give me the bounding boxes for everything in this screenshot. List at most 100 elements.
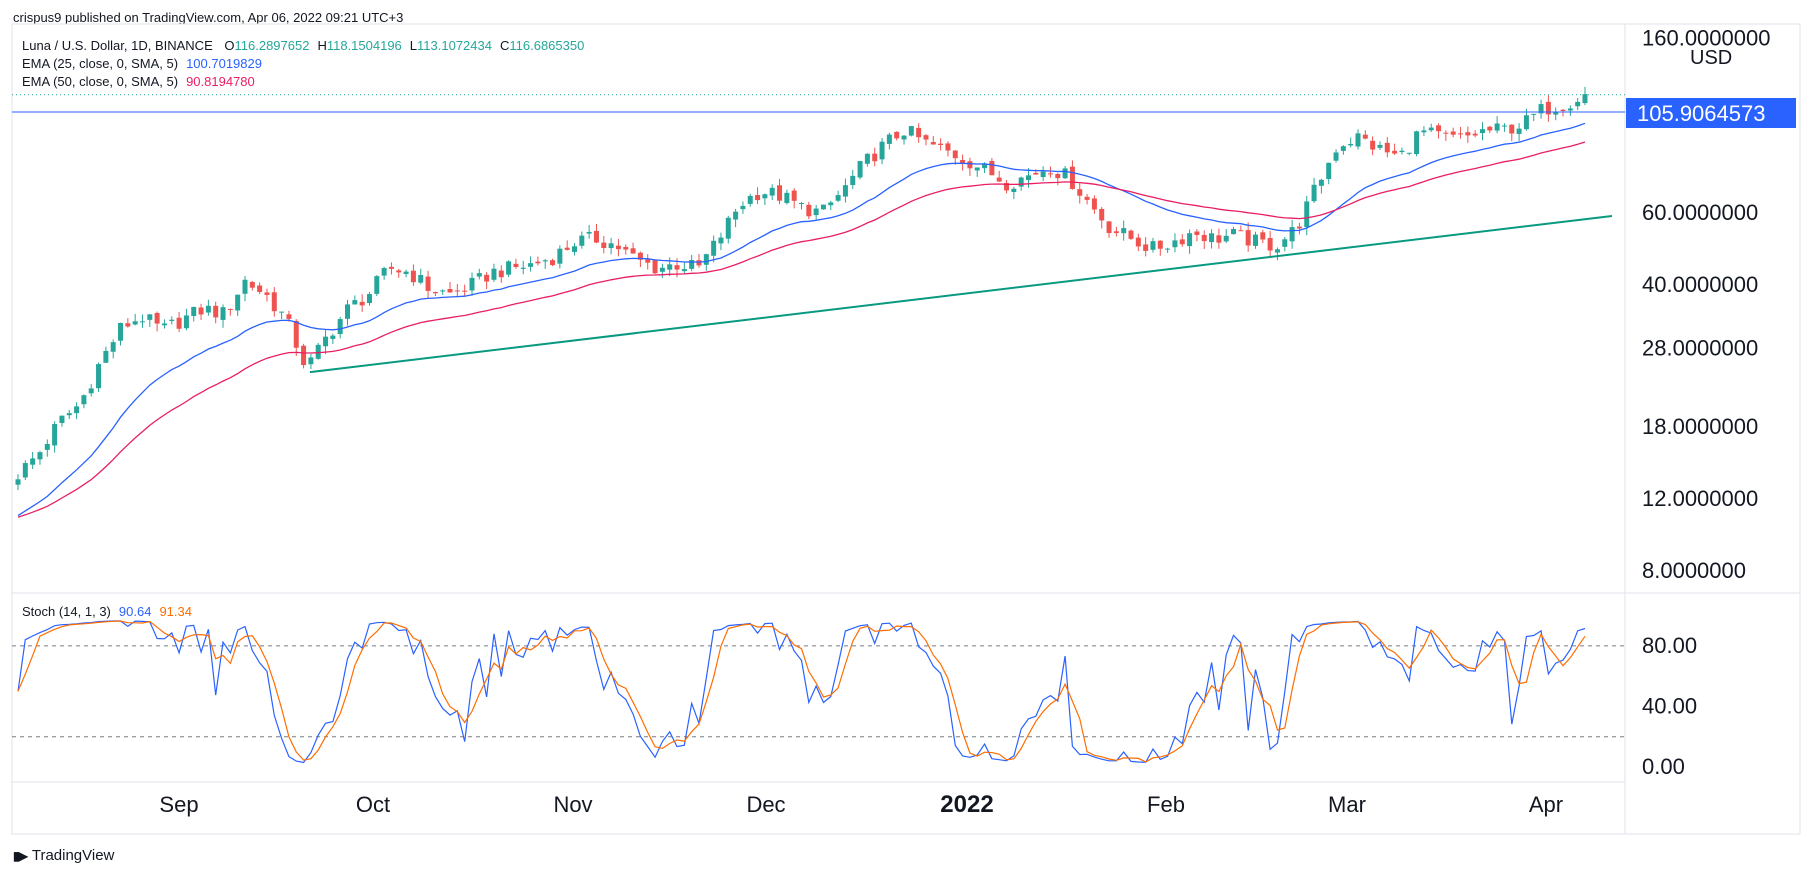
last-price-label: 105.9064573 — [1637, 101, 1765, 126]
candle-body — [454, 290, 460, 292]
candle-body — [550, 260, 556, 266]
stoch-k-value: 90.64 — [118, 604, 152, 619]
candle-body — [110, 342, 116, 352]
candle-body — [784, 192, 790, 204]
candle-body — [923, 135, 929, 140]
overlays-layer — [12, 94, 1625, 518]
candle-body — [652, 260, 658, 274]
candle-body — [264, 292, 270, 295]
stoch-tick-label: 80.00 — [1642, 633, 1697, 658]
candle-body — [1150, 241, 1156, 250]
candle-body — [886, 134, 892, 144]
candle-body — [542, 260, 548, 262]
candle-body — [1494, 123, 1500, 131]
candle-body — [30, 458, 36, 465]
candle-body — [1084, 196, 1090, 200]
candle-body — [952, 150, 958, 159]
candle-body — [183, 315, 189, 329]
candle-body — [564, 247, 570, 250]
candle-body — [1011, 188, 1017, 193]
time-tick-label: 2022 — [940, 791, 993, 818]
candle-body — [352, 300, 358, 305]
ema50-value: 90.8194780 — [186, 74, 255, 89]
candle-body — [1040, 171, 1046, 178]
time-tick-label: Apr — [1529, 792, 1563, 817]
candle-body — [147, 314, 153, 320]
candle-body — [440, 290, 446, 292]
candle-body — [1362, 134, 1368, 139]
candle-body — [681, 269, 687, 272]
candle-body — [220, 307, 226, 320]
candle-body — [425, 276, 431, 291]
candle-body — [1304, 201, 1310, 228]
candle-body — [1282, 239, 1288, 247]
candle-body — [293, 320, 299, 348]
candle-body — [1077, 189, 1083, 196]
candle-body — [1069, 166, 1075, 189]
stoch-k-line — [17, 620, 1586, 764]
candle-body — [323, 336, 329, 347]
candle-body — [850, 175, 856, 186]
candle-body — [989, 160, 995, 176]
candle-body — [1274, 249, 1280, 253]
candle-body — [1523, 115, 1529, 130]
candle-body — [1179, 239, 1185, 245]
candle-body — [374, 276, 380, 294]
candle-body — [1458, 133, 1464, 135]
time-axis: Sep Oct Nov Dec 2022 Feb Mar Apr — [159, 791, 1563, 818]
ohlc-values: O116.2897652 H118.1504196 L113.1072434 C116… — [224, 38, 592, 53]
stoch-label: Stoch (14, 1, 3) — [22, 604, 111, 619]
time-tick-label: Feb — [1147, 792, 1185, 817]
candle-body — [227, 308, 233, 310]
candle-body — [630, 248, 636, 254]
candle-body — [637, 252, 643, 260]
candle-body — [791, 190, 797, 201]
candle-body — [1538, 104, 1544, 114]
candle-body — [1245, 230, 1251, 246]
candle-body — [615, 245, 621, 250]
candle-body — [908, 126, 914, 136]
candle-body — [81, 395, 87, 405]
candle-body — [1209, 233, 1215, 243]
time-tick-label: Oct — [356, 792, 390, 817]
candle-body — [1348, 143, 1354, 146]
candle-body — [1099, 208, 1105, 221]
candle-body — [1260, 232, 1266, 240]
ema25-value: 100.7019829 — [186, 56, 262, 71]
stoch-d-line — [17, 620, 1586, 763]
candle-body — [520, 267, 526, 269]
candle-body — [359, 301, 365, 306]
candle-body — [725, 217, 731, 239]
candle-body — [579, 235, 585, 246]
candle-body — [703, 254, 709, 265]
candle-body — [1377, 144, 1383, 148]
candle-body — [1443, 132, 1449, 134]
candle-body — [945, 143, 951, 151]
candle-body — [484, 274, 490, 282]
candle-body — [1340, 146, 1346, 151]
candle-body — [1055, 174, 1061, 179]
candle-body — [586, 231, 592, 234]
candle-body — [996, 177, 1002, 182]
candle-body — [1216, 235, 1222, 243]
candle-body — [1406, 152, 1412, 154]
candle-body — [916, 127, 922, 138]
candle-body — [139, 321, 145, 323]
candle-body — [1252, 234, 1258, 246]
time-tick-label: Mar — [1328, 792, 1366, 817]
candle-body — [601, 242, 607, 249]
candle-body — [1289, 227, 1295, 242]
candle-body — [659, 267, 665, 272]
candle-body — [894, 131, 900, 139]
candle-body — [806, 204, 812, 217]
ema50-line — [17, 141, 1586, 518]
price-axis: 160.0000000 60.0000000 40.0000000 28.000000… — [1626, 26, 1796, 583]
candle-body — [718, 237, 724, 244]
attribution: crispus9 published on TradingView.com, A… — [13, 10, 404, 25]
candle-body — [381, 268, 387, 276]
candle-body — [1487, 126, 1493, 131]
price-tick-label: 8.0000000 — [1642, 558, 1746, 583]
candle-body — [755, 195, 761, 201]
stoch-d-value: 91.34 — [159, 604, 192, 619]
